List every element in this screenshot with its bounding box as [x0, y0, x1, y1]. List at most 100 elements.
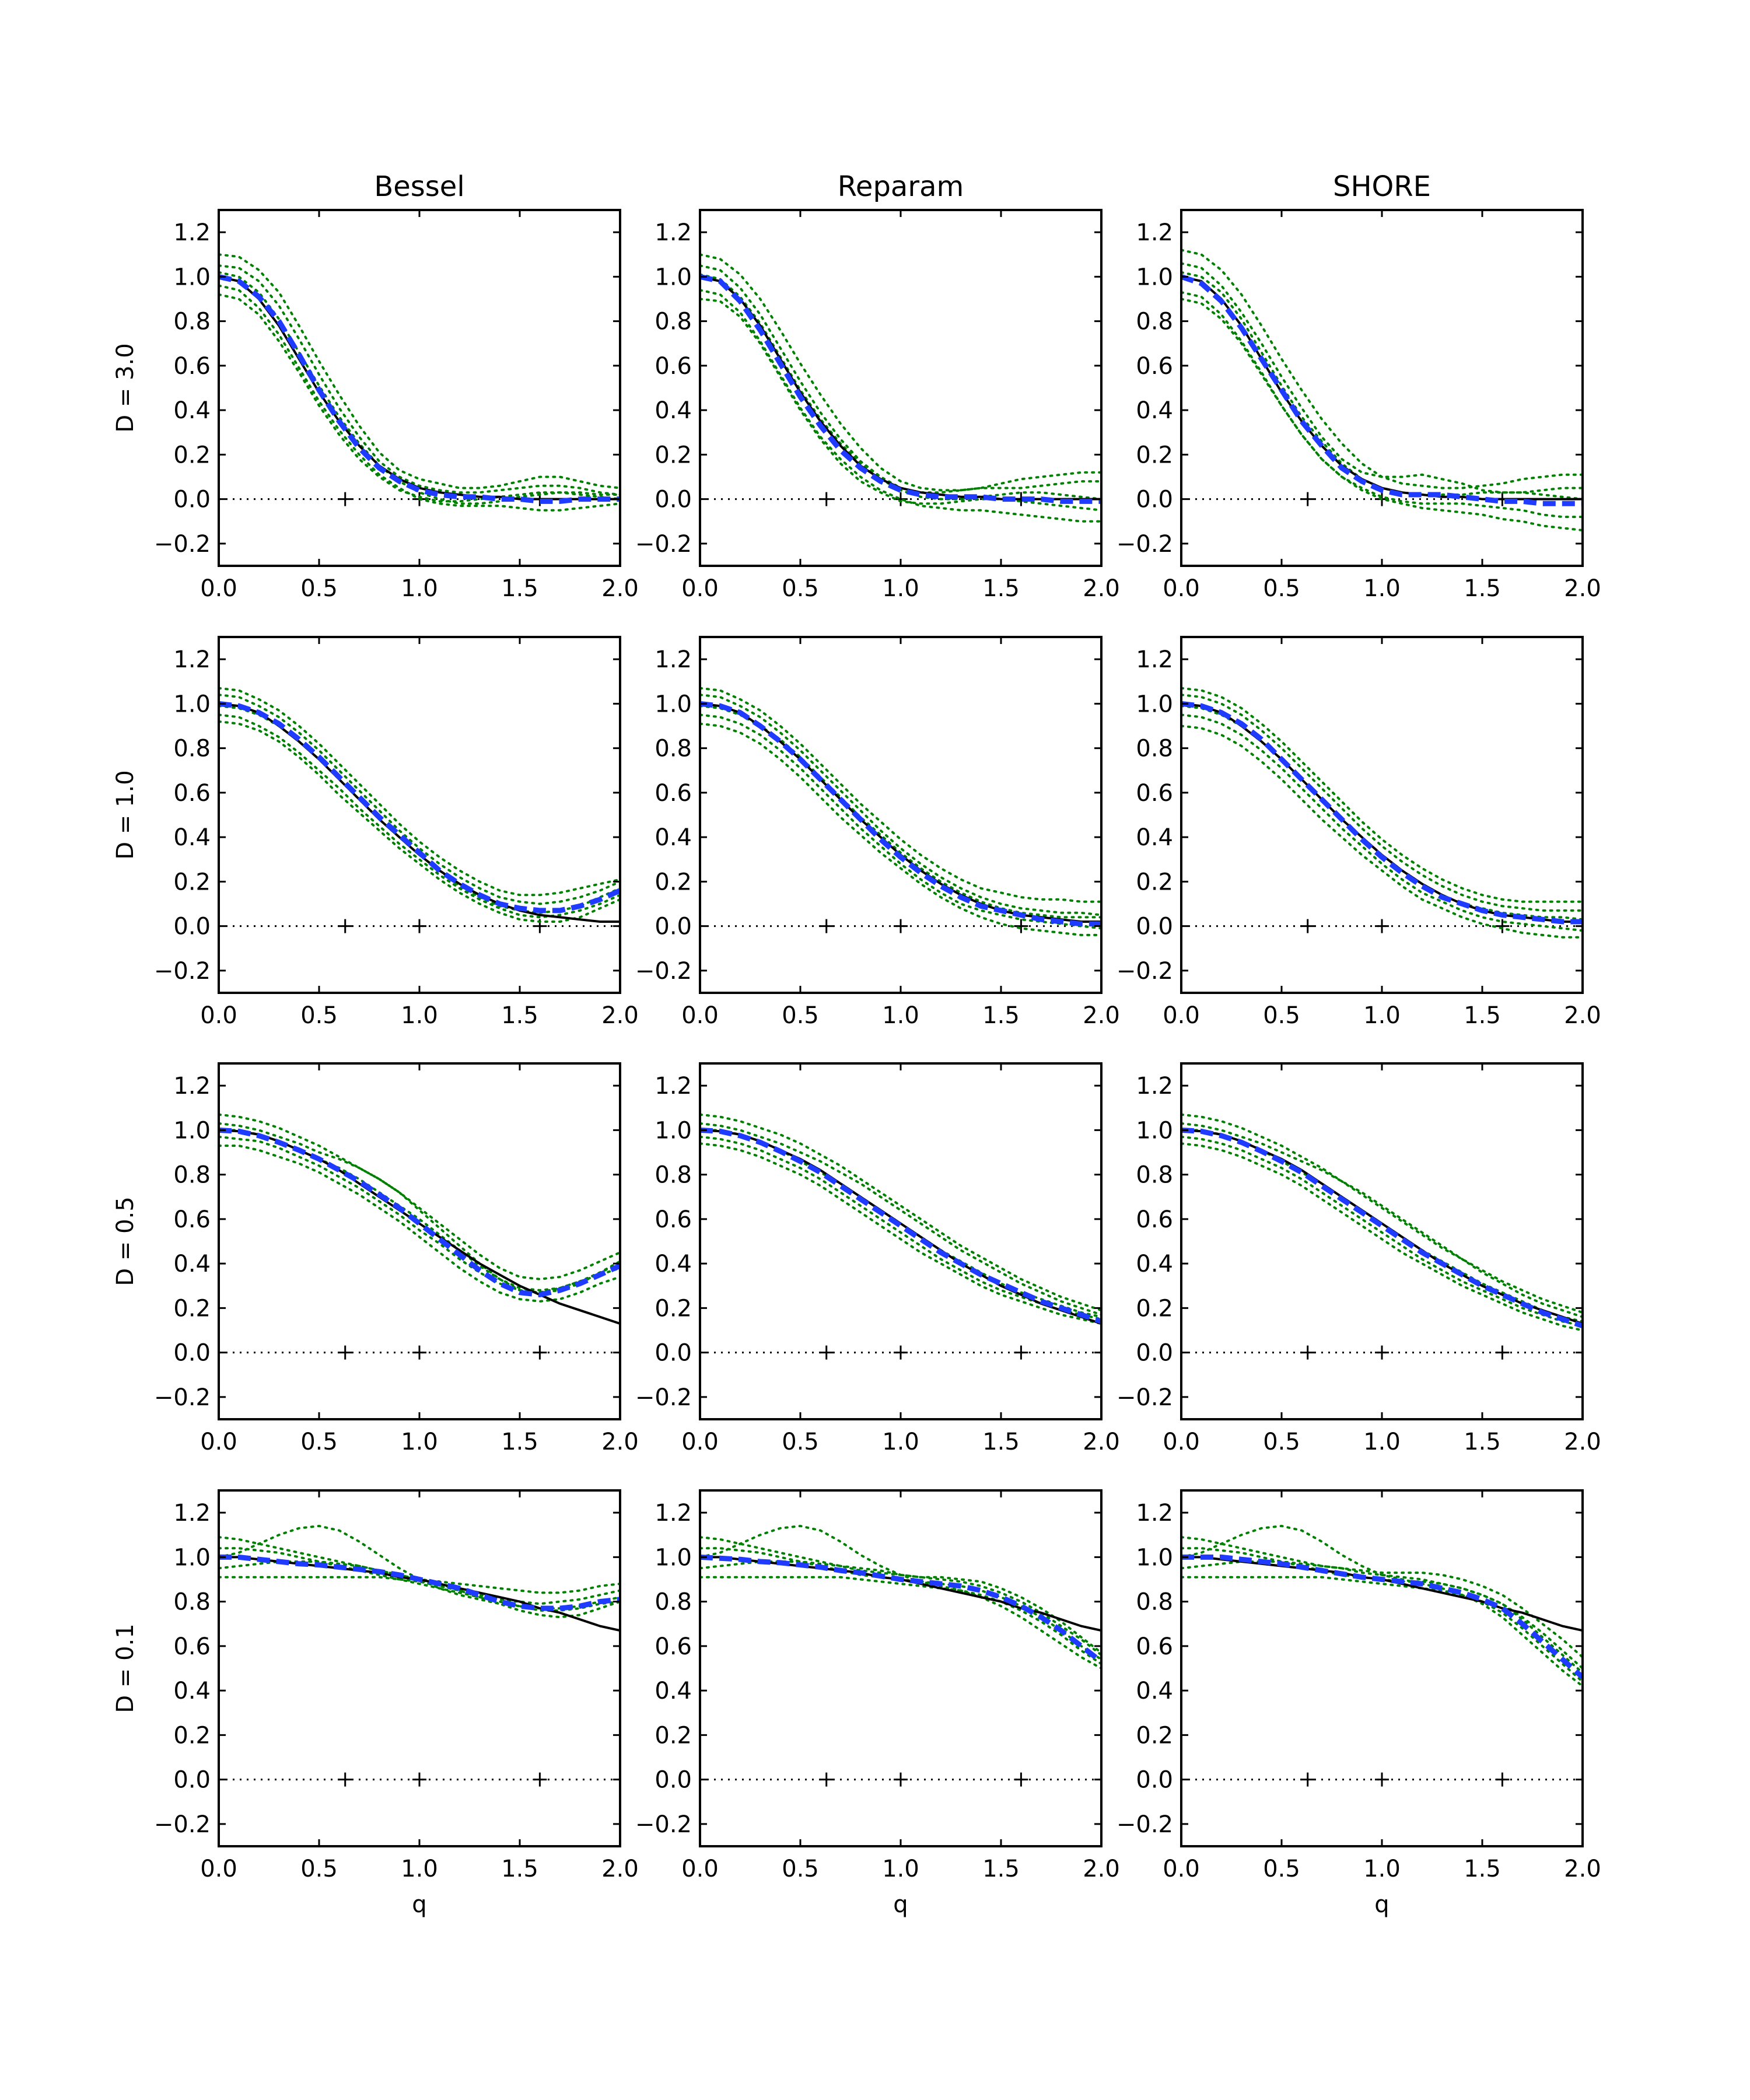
panel-d-0-1-shore-x-tick-label-2: 1.0	[1363, 1856, 1401, 1882]
panel-d-1-0-reparam-y-tick-label-4: 0.6	[654, 780, 692, 807]
panel-d-0-1-bessel: 0.0 0.5 1.0 1.5 2.0 −0.2 0.0 0.2 0.4 0.6 0.8 1.0 1.2	[154, 1489, 639, 1882]
row-labels: D = 3.0 D = 1.0 D = 0.5 D = 0.1	[112, 343, 139, 1713]
panel-d-0-1-reparam-sample-marker-3	[1014, 1772, 1028, 1787]
panel-d-1-0-bessel: 0.0 0.5 1.0 1.5 2.0 −0.2 0.0 0.2 0.4 0.6 0.8 1.0 1.2	[154, 636, 639, 1029]
panel-d-0-5-reparam-sample-marker-2	[894, 1345, 908, 1360]
panel-d-0-5-bessel-sample-curve-4	[219, 1135, 620, 1294]
panel-d-0-1-shore-sample-marker-2	[1375, 1772, 1389, 1787]
panel-d-0-5-reparam: 0.0 0.5 1.0 1.5 2.0 −0.2 0.0 0.2 0.4 0.6 0.8 1.0 1.2	[635, 1062, 1120, 1455]
panel-d-0-5-shore-y-tick-label-3: 0.4	[1136, 1251, 1173, 1278]
panel-d-3-0-reparam-y-tick-label-6: 1.0	[654, 264, 692, 290]
panel-d-0-5-shore-x-tick-label-3: 1.5	[1464, 1429, 1501, 1455]
panel-d-3-0-shore-sample-marker-1	[1300, 492, 1315, 506]
panel-d-3-0-bessel-sample-curve-2	[219, 284, 620, 512]
column-title-bessel: Bessel	[374, 170, 464, 203]
panel-d-1-0-bessel-background	[219, 637, 620, 993]
x-axis-label-bessel: q	[412, 1891, 426, 1918]
panel-d-0-1-bessel-sample-marker-1	[338, 1772, 352, 1787]
panel-d-3-0-bessel-x-tick-label-4: 2.0	[601, 575, 639, 602]
panel-d-0-1-bessel-background	[219, 1490, 620, 1846]
panel-d-0-5-reparam-sample-curve-1	[700, 1113, 1101, 1312]
panel-d-0-1-bessel-sample-marker-3	[533, 1772, 547, 1787]
panel-d-0-1-reparam-sample-marker-1	[819, 1772, 834, 1787]
panel-d-0-5-reparam-y-tick-label-5: 0.8	[654, 1162, 692, 1189]
panel-d-3-0-reparam-y-tick-label-4: 0.6	[654, 353, 692, 380]
panel-d-0-1-reparam-y-tick-label-3: 0.4	[654, 1678, 692, 1704]
panel-d-1-0-shore-y-tick-label-0: −0.2	[1116, 958, 1173, 985]
panel-d-1-0-bessel-x-tick-label-2: 1.0	[401, 1002, 438, 1029]
panel-d-3-0-bessel-plot-area	[219, 253, 620, 512]
panel-d-0-1-shore: 0.0 0.5 1.0 1.5 2.0 −0.2 0.0 0.2 0.4 0.6 0.8 1.0 1.2	[1116, 1489, 1601, 1882]
panel-d-0-5-reparam-y-tick-label-1: 0.0	[654, 1340, 692, 1367]
panel-d-1-0-bessel-y-tick-label-6: 1.0	[173, 691, 211, 718]
panel-d-0-1-bessel-plot-area	[219, 1524, 620, 1787]
panel-d-3-0-shore-y-tick-label-1: 0.0	[1136, 487, 1173, 513]
panel-d-3-0-bessel-background	[219, 210, 620, 566]
panel-d-0-5-shore-plot-area	[1181, 1113, 1583, 1360]
panel-d-0-5-bessel-sample-marker-2	[412, 1345, 426, 1360]
panel-d-0-1-bessel-y-tick-label-5: 0.8	[173, 1589, 211, 1616]
panel-d-3-0-shore-background	[1181, 210, 1583, 566]
panel-d-0-5-bessel-background	[219, 1063, 620, 1419]
panel-d-0-5-bessel-y-tick-label-0: −0.2	[154, 1384, 211, 1411]
panel-d-1-0-shore-y-tick-label-4: 0.6	[1136, 780, 1173, 807]
panel-d-0-1-bessel-y-tick-label-2: 0.2	[173, 1722, 211, 1749]
panel-d-0-5-bessel: 0.0 0.5 1.0 1.5 2.0 −0.2 0.0 0.2 0.4 0.6 0.8 1.0 1.2	[154, 1062, 639, 1455]
panel-d-0-1-reparam-x-tick-label-2: 1.0	[882, 1856, 919, 1882]
x-axis-label-reparam: q	[893, 1891, 908, 1918]
panel-d-3-0-shore-x-tick-label-2: 1.0	[1363, 575, 1401, 602]
panel-d-1-0-shore-plot-area	[1181, 687, 1583, 939]
panel-d-1-0-reparam: 0.0 0.5 1.0 1.5 2.0 −0.2 0.0 0.2 0.4 0.6 0.8 1.0 1.2	[635, 636, 1120, 1029]
panel-d-3-0-reparam-mean-curve	[700, 274, 1101, 504]
panel-d-1-0-reparam-y-tick-label-0: −0.2	[635, 958, 692, 985]
panel-d-0-5-reparam-sample-marker-3	[1014, 1345, 1028, 1360]
panel-d-0-5-shore-sample-curve-2	[1181, 1142, 1583, 1332]
panel-d-1-0-reparam-sample-curve-4	[700, 713, 1101, 930]
panel-d-3-0-bessel-y-tick-label-2: 0.2	[173, 442, 211, 468]
panel-d-3-0-shore-y-tick-label-3: 0.4	[1136, 397, 1173, 424]
panel-d-1-0-bessel-x-tick-label-3: 1.5	[501, 1002, 538, 1029]
panel-d-1-0-reparam-sample-marker-1	[819, 919, 834, 933]
panel-d-0-1-reparam-background	[700, 1490, 1101, 1846]
panel-d-3-0-shore-sample-curve-2	[1181, 291, 1583, 531]
panel-d-0-1-reparam-y-tick-label-6: 1.0	[654, 1544, 692, 1571]
panel-d-0-1-reparam-plot-area	[700, 1524, 1101, 1787]
panel-d-3-0-bessel-x-tick-label-1: 0.5	[300, 575, 338, 602]
panel-d-0-1-reparam: 0.0 0.5 1.0 1.5 2.0 −0.2 0.0 0.2 0.4 0.6 0.8 1.0 1.2	[635, 1489, 1120, 1882]
panel-d-0-5-reparam-y-tick-label-2: 0.2	[654, 1295, 692, 1322]
panel-d-3-0-bessel-x-tick-label-0: 0.0	[200, 575, 237, 602]
panel-d-3-0-bessel-y-tick-label-1: 0.0	[173, 487, 211, 513]
panel-d-0-1-reparam-sample-marker-2	[894, 1772, 908, 1787]
panel-d-1-0-bessel-x-tick-label-1: 0.5	[300, 1002, 338, 1029]
panel-d-3-0-reparam-x-tick-label-0: 0.0	[681, 575, 719, 602]
panel-d-3-0-reparam-plot-area	[700, 253, 1101, 523]
x-axis-labels: q q q	[412, 1891, 1389, 1918]
panel-d-0-5-reparam-y-tick-label-6: 1.0	[654, 1117, 692, 1144]
panel-d-0-1-bessel-y-tick-label-0: −0.2	[154, 1811, 211, 1838]
panel-d-0-1-shore-x-tick-label-3: 1.5	[1464, 1856, 1501, 1882]
panel-d-1-0-reparam-y-tick-label-1: 0.0	[654, 914, 692, 940]
panel-d-3-0-bessel-sample-curve-3	[219, 264, 620, 496]
panel-d-0-5-shore-x-tick-label-1: 0.5	[1263, 1429, 1300, 1455]
panel-d-0-1-bessel-y-tick-label-4: 0.6	[173, 1633, 211, 1660]
panel-d-0-1-shore-y-tick-label-5: 0.8	[1136, 1589, 1173, 1616]
panel-d-0-5-bessel-x-tick-label-3: 1.5	[501, 1429, 538, 1455]
panel-d-3-0-bessel-y-tick-label-5: 0.8	[173, 309, 211, 335]
panel-d-0-5-reparam-x-tick-label-0: 0.0	[681, 1429, 719, 1455]
panel-d-1-0-reparam-mean-curve	[700, 701, 1101, 927]
panel-d-0-5-shore-x-tick-label-4: 2.0	[1564, 1429, 1601, 1455]
panel-d-1-0-bessel-sample-marker-1	[338, 919, 352, 933]
panel-d-1-0-shore-sample-curve-3	[1181, 694, 1583, 912]
row-label-d-1-0: D = 1.0	[112, 770, 139, 859]
panel-d-1-0-bessel-y-tick-label-3: 0.4	[173, 824, 211, 851]
panel-d-0-5-shore-x-tick-label-0: 0.0	[1163, 1429, 1200, 1455]
panel-d-0-1-shore-sample-curve-3	[1181, 1576, 1583, 1683]
panel-d-0-5-reparam-sample-marker-1	[819, 1345, 834, 1360]
panel-d-0-1-reparam-x-tick-label-1: 0.5	[782, 1856, 819, 1882]
panel-d-0-5-reparam-y-tick-label-0: −0.2	[635, 1384, 692, 1411]
panel-d-0-1-reparam-mean-curve	[700, 1554, 1101, 1664]
panel-d-0-5-shore-sample-curve-3	[1181, 1122, 1583, 1318]
panel-d-1-0-shore-sample-curve-1	[1181, 687, 1583, 903]
panel-d-1-0-bessel-sample-marker-2	[412, 919, 426, 933]
panel-d-3-0-bessel-sample-curve-1	[219, 253, 620, 489]
